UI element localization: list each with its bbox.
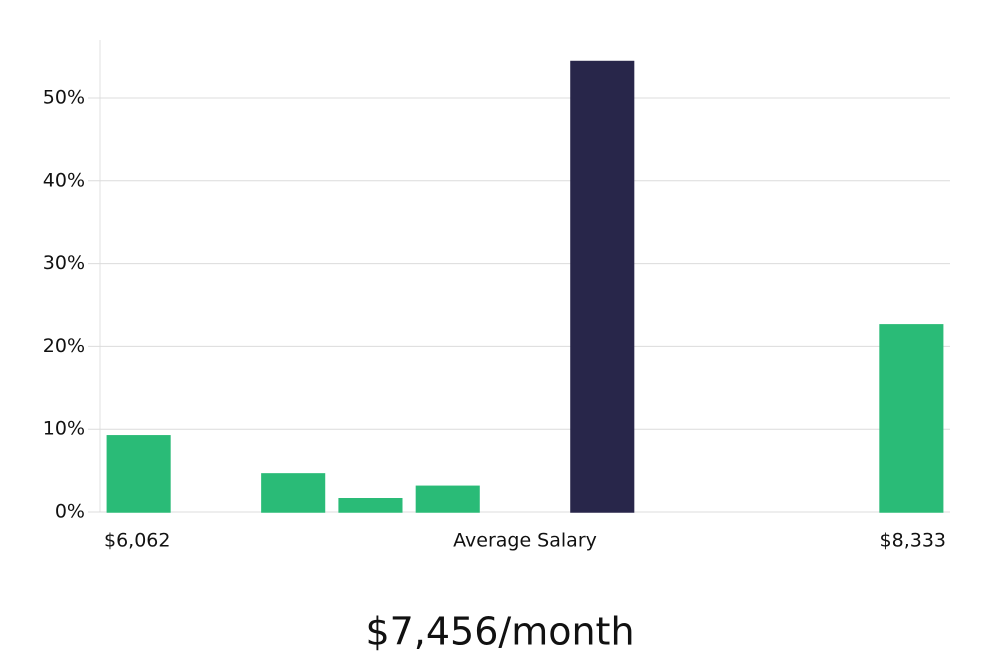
y-tick-label: 50% xyxy=(43,86,85,108)
bar xyxy=(570,60,635,513)
y-tick-label: 20% xyxy=(43,335,85,357)
bar xyxy=(261,473,326,513)
y-tick-label: 30% xyxy=(43,252,85,274)
bar xyxy=(879,324,944,513)
y-tick-label: 40% xyxy=(43,169,85,191)
bar xyxy=(415,485,480,513)
x-axis-label: Average Salary xyxy=(453,530,597,552)
bar xyxy=(106,435,171,513)
y-tick-label: 0% xyxy=(55,501,85,523)
footer: $7,456/month xyxy=(365,610,634,654)
x-start-label: $6,062 xyxy=(104,530,170,552)
bar xyxy=(338,498,403,513)
x-end-label: $8,333 xyxy=(880,530,946,552)
y-tick-label: 10% xyxy=(43,418,85,440)
